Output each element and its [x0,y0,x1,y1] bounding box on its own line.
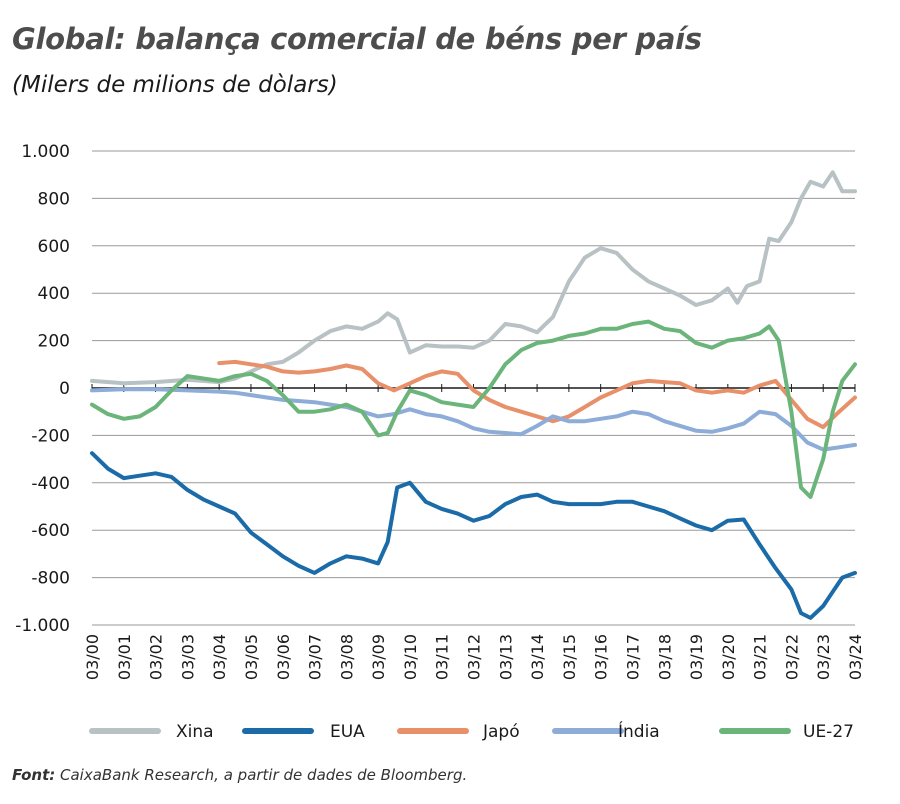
y-tick-label: -1.000 [15,616,70,636]
series-line-ue-27 [90,319,857,499]
legend: Xina EUA Japó Índia UE-27 [89,720,854,742]
x-tick-label: 03/19 [687,634,706,680]
legend-label-eua: EUA [330,722,365,742]
y-tick-label: -200 [31,426,70,446]
source-note: Font: CaixaBank Research, a partir de da… [12,766,467,784]
y-axis-ticks: 1.000 800 600 400 200 0 -200 -400 -600 -800 -1.000 [15,142,70,636]
x-tick-label: 03/15 [560,634,579,680]
x-tick-label: 03/06 [274,634,293,680]
x-tick-label: 03/24 [846,634,865,680]
x-tick-label: 03/02 [147,634,166,680]
series-lines [90,170,857,620]
x-tick-label: 03/21 [751,634,770,680]
x-tick-label: 03/05 [242,634,261,680]
x-tick-label: 03/16 [592,634,611,680]
y-tick-label: -600 [31,521,70,541]
y-tick-label: 0 [59,379,70,399]
x-tick-label: 03/11 [433,634,452,680]
legend-label-xina: Xina [176,722,214,742]
x-tick-label: 03/09 [369,634,388,680]
x-tick-label: 03/00 [83,634,102,680]
series-line--ndia [90,387,857,452]
y-tick-label: -400 [31,474,70,494]
x-tick-label: 03/10 [401,634,420,680]
x-tick-label: 03/03 [178,634,197,680]
x-tick-label: 03/13 [496,634,515,680]
legend-label--ndia: Índia [618,720,660,742]
x-axis-ticks: 03/00 03/01 03/02 03/03 03/04 03/05 03/06 03/07… [83,384,865,680]
x-tick-label: 03/14 [528,634,547,680]
series-line-eua [90,451,857,620]
source-label: Font: [12,766,56,784]
x-tick-label: 03/08 [337,634,356,680]
y-tick-label: 600 [38,237,70,257]
legend-label-ue-27: UE-27 [803,722,854,742]
series-line-jap- [217,359,857,430]
y-tick-label: 800 [38,189,70,209]
chart-title: Global: balança comercial de béns per pa… [12,22,702,56]
legend-label-jap-: Japó [482,722,520,742]
x-tick-label: 03/20 [719,634,738,680]
chart-subtitle: (Milers de milions de dòlars) [12,72,338,98]
x-tick-label: 03/04 [210,634,229,680]
line-chart: 1.000 800 600 400 200 0 -200 -400 -600 -800 -1.000… [15,142,865,742]
series-line-xina [90,170,857,386]
x-tick-label: 03/23 [814,634,833,680]
x-tick-label: 03/12 [465,634,484,680]
y-tick-label: 1.000 [21,142,70,162]
y-tick-label: -800 [31,569,70,589]
x-tick-label: 03/01 [115,634,134,680]
x-tick-label: 03/17 [623,634,642,680]
x-tick-label: 03/18 [655,634,674,680]
source-text: CaixaBank Research, a partir de dades de… [55,766,468,784]
x-tick-label: 03/22 [782,634,801,680]
y-tick-label: 200 [38,332,70,352]
y-tick-label: 400 [38,284,70,304]
x-tick-label: 03/07 [306,634,325,680]
